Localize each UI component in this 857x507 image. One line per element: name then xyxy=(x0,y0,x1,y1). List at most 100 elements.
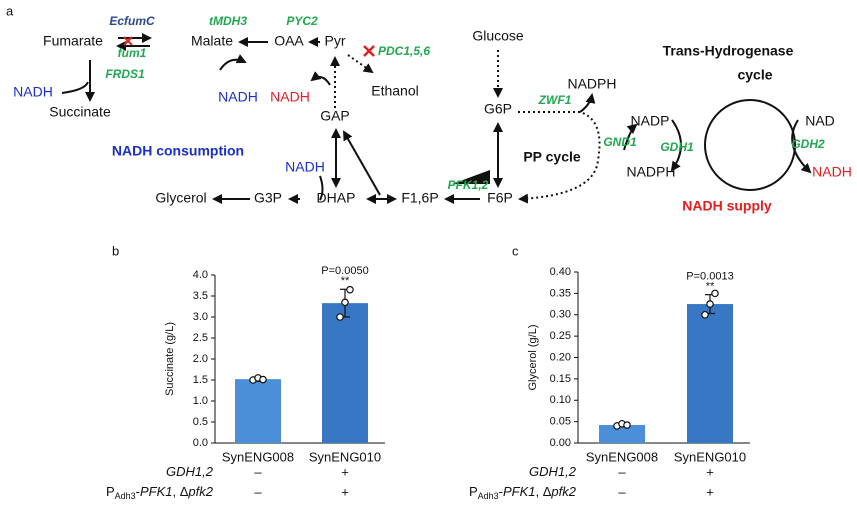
enzyme: PFK1,2 xyxy=(448,178,489,192)
condition-label-part: Adh3 xyxy=(115,491,136,501)
y-tick-label: 3.5 xyxy=(193,290,208,302)
condition-mark: – xyxy=(618,484,626,499)
bar-chart: c 0.00 0.05 0.10 0.15 0.20 0.25 0.30 0.35 0.40 Gly… xyxy=(469,243,750,501)
bar-chart: b 0.0 0.5 1.0 1.5 2.0 2.5 3.0 3.5 4.0 Succinate (g… xyxy=(106,243,385,501)
y-tick-label: 0.35 xyxy=(550,287,571,299)
cofactor: NADPH xyxy=(567,76,616,92)
y-tick-label: 0.0 xyxy=(193,437,208,449)
condition-label: GDH1,2 xyxy=(166,464,214,479)
data-point xyxy=(706,300,714,308)
y-tick-label: 0.05 xyxy=(550,416,571,428)
metabolite: DHAP xyxy=(317,190,356,206)
y-tick-label: 4.0 xyxy=(193,269,208,281)
condition-mark: + xyxy=(706,484,714,499)
enzyme: FRDS1 xyxy=(105,67,145,81)
metabolite: Malate xyxy=(191,33,233,49)
enzyme: EcfumC xyxy=(109,14,155,28)
condition-label-part: P xyxy=(469,484,478,499)
x-tick-label: SynENG010 xyxy=(674,449,746,464)
condition-mark: – xyxy=(254,464,262,479)
metabolite: Fumarate xyxy=(43,33,103,49)
metabolite: G6P xyxy=(484,101,512,117)
condition-label-part: P xyxy=(106,484,115,499)
enzyme: tMDH3 xyxy=(209,14,247,28)
data-point xyxy=(346,285,354,294)
metabolite: OAA xyxy=(274,33,304,49)
enzyme: GND1 xyxy=(603,135,637,149)
cofactor: NAD xyxy=(805,113,835,129)
data-point xyxy=(336,313,344,321)
section-title: NADH supply xyxy=(682,198,772,214)
condition-label-part: pfk2 xyxy=(187,484,213,499)
significance: ** xyxy=(341,275,350,287)
condition-label-part: , Δ xyxy=(536,484,552,499)
cofactor: NADH xyxy=(285,159,325,175)
cofactor: NADH xyxy=(812,164,852,180)
data-point xyxy=(701,310,709,319)
condition-label-part: , Δ xyxy=(173,484,189,499)
condition-label-part: pfk2 xyxy=(550,484,576,499)
cofactor: NADH xyxy=(218,89,258,105)
metabolite: Ethanol xyxy=(371,83,418,99)
y-tick-label: 0.10 xyxy=(550,394,571,406)
section-title: Trans-Hydrogenase xyxy=(663,43,794,59)
data-point xyxy=(623,421,631,429)
p-value: P=0.0050 xyxy=(321,265,368,277)
x-tick-label: SynENG010 xyxy=(309,449,381,464)
metabolite: GAP xyxy=(320,108,350,124)
enzyme: fum1 xyxy=(118,46,147,60)
data-point xyxy=(711,289,719,298)
y-tick-label: 1.0 xyxy=(193,395,208,407)
y-tick-label: 0.00 xyxy=(550,437,571,449)
metabolite: F1,6P xyxy=(401,190,438,206)
significance: ** xyxy=(706,281,715,293)
y-tick-label: 3.0 xyxy=(193,311,208,323)
bar xyxy=(322,303,368,443)
y-axis-label: Succinate (g/L) xyxy=(164,322,176,396)
cofactor: NADH xyxy=(13,84,53,100)
section-title: NADH consumption xyxy=(112,143,244,159)
y-tick-label: 2.5 xyxy=(193,332,208,344)
section-title: PP cycle xyxy=(523,149,581,165)
y-tick-label: 0.40 xyxy=(550,266,571,278)
panel-label: a xyxy=(6,3,14,18)
enzyme: PDC1,5,6 xyxy=(378,44,430,58)
condition-label-part: PFK1 xyxy=(503,484,536,499)
x-tick-label: SynENG008 xyxy=(222,449,294,464)
p-value: P=0.0013 xyxy=(686,271,733,283)
condition-label: PAdh3-PFK1, Δpfk2 xyxy=(106,484,214,501)
bar xyxy=(599,425,645,443)
metabolite: Glycerol xyxy=(155,190,206,206)
metabolite: Glucose xyxy=(472,28,524,44)
condition-label-part: GDH1,2 xyxy=(166,464,214,479)
panel-label: c xyxy=(512,243,519,258)
y-tick-label: 2.0 xyxy=(193,353,208,365)
enzyme: GDH1 xyxy=(660,140,694,154)
bar xyxy=(687,304,733,443)
enzyme: GDH2 xyxy=(791,137,825,151)
data-point xyxy=(259,375,267,384)
y-tick-label: 0.25 xyxy=(550,330,571,342)
y-tick-label: 0.20 xyxy=(550,351,571,363)
condition-mark: + xyxy=(341,484,349,499)
data-point xyxy=(341,298,349,307)
y-tick-label: 0.30 xyxy=(550,309,571,321)
condition-label: GDH1,2 xyxy=(529,464,577,479)
enzyme: ZWF1 xyxy=(538,93,572,107)
metabolite: Pyr xyxy=(325,33,346,49)
condition-mark: + xyxy=(341,464,349,479)
condition-mark: – xyxy=(254,484,262,499)
pathway-diagram: a Fumarate EcfumC fum1 Malate tMDH3 OAA … xyxy=(6,3,852,213)
enzyme: PYC2 xyxy=(286,14,318,28)
cofactor: NADH xyxy=(270,89,310,105)
metabolite: Succinate xyxy=(49,104,111,120)
x-tick-label: SynENG008 xyxy=(586,449,658,464)
condition-label: PAdh3-PFK1, Δpfk2 xyxy=(469,484,577,501)
condition-mark: + xyxy=(706,464,714,479)
cofactor: NADPH xyxy=(626,164,675,180)
arrows xyxy=(61,33,812,204)
condition-label-part: PFK1 xyxy=(140,484,173,499)
y-axis-label: Glycerol (g/L) xyxy=(527,324,539,390)
cofactor: NADP xyxy=(631,113,670,129)
